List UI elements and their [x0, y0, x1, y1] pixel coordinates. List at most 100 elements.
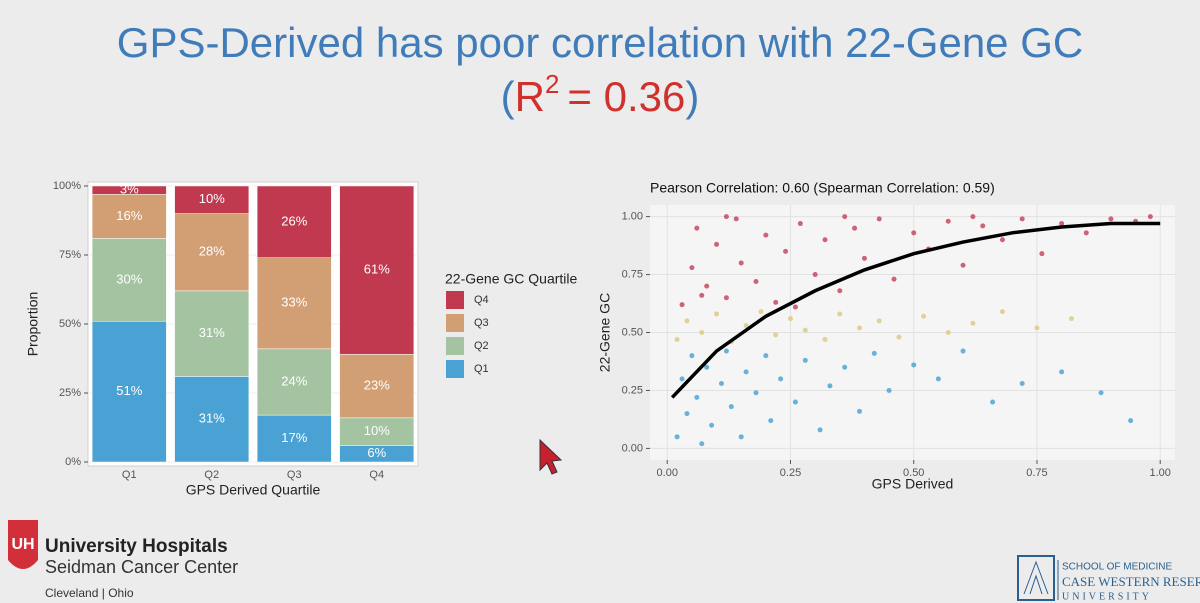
point	[773, 299, 779, 305]
location: Cleveland | Ohio	[45, 586, 134, 600]
point	[704, 364, 710, 370]
point	[861, 255, 867, 261]
x-axis-title: GPS Derived Quartile	[186, 482, 321, 498]
point	[714, 241, 720, 247]
value-label: 28%	[199, 244, 225, 259]
value-label: 23%	[364, 378, 390, 393]
university: UNIVERSITY	[1062, 591, 1152, 602]
r2-value: = 0.36	[567, 73, 685, 120]
x-tick-label: Q1	[122, 469, 137, 481]
point	[857, 325, 863, 331]
point	[896, 334, 902, 340]
point	[886, 387, 892, 393]
hospital-name: University Hospitals	[45, 536, 228, 557]
point	[1147, 214, 1153, 220]
point	[1108, 216, 1114, 222]
uh-badge: UH	[11, 536, 34, 553]
legend-label: Q1	[474, 363, 489, 375]
value-label: 33%	[281, 295, 307, 310]
point	[723, 214, 729, 220]
point	[822, 237, 828, 243]
point	[1068, 316, 1074, 322]
point	[1098, 390, 1104, 396]
point	[728, 404, 734, 410]
point	[694, 394, 700, 400]
chart-title: Pearson Correlation: 0.60 (Spearman Corr…	[650, 180, 995, 196]
bar-segment	[174, 213, 250, 292]
value-label: 10%	[364, 423, 390, 438]
point	[876, 216, 882, 222]
point	[945, 218, 951, 224]
point	[733, 216, 739, 222]
legend-title: 22-Gene GC Quartile	[445, 271, 577, 287]
legend-key	[446, 314, 464, 332]
point	[827, 383, 833, 389]
point	[718, 381, 724, 386]
point	[738, 434, 744, 440]
y-tick-label: 0%	[65, 456, 81, 468]
point	[960, 348, 966, 354]
point	[704, 283, 710, 289]
y-tick-label: 100%	[53, 180, 81, 192]
cwru-emblem	[1017, 555, 1055, 601]
point	[679, 376, 685, 382]
point	[684, 318, 690, 324]
y-tick-label: 0.50	[622, 326, 643, 338]
x-tick-label: 0.00	[657, 467, 678, 479]
point	[1019, 216, 1025, 222]
point	[679, 302, 685, 308]
value-label: 6%	[367, 445, 386, 460]
paren: (	[501, 73, 515, 120]
point	[802, 327, 808, 333]
point	[857, 408, 863, 414]
bar-segment	[91, 238, 167, 322]
point	[842, 364, 848, 370]
legend-label: Q2	[474, 340, 489, 352]
paren: )	[685, 73, 699, 120]
bar-segment	[256, 414, 332, 463]
legend-key	[446, 337, 464, 355]
point	[980, 223, 986, 229]
point	[674, 336, 680, 342]
y-axis-title: 22-Gene GC	[597, 293, 613, 372]
bar-segment	[91, 185, 167, 195]
point	[763, 232, 769, 238]
bar-segment	[339, 354, 415, 419]
point	[753, 390, 759, 396]
y-tick-label: 0.25	[622, 384, 643, 396]
point	[911, 230, 917, 236]
point	[1034, 325, 1040, 331]
point	[684, 411, 690, 417]
bar-segment	[174, 376, 250, 463]
point	[768, 418, 774, 424]
point	[842, 214, 848, 220]
point	[837, 311, 843, 317]
value-label: 31%	[199, 325, 225, 340]
point	[797, 221, 803, 227]
value-label: 51%	[116, 383, 142, 398]
point	[763, 353, 769, 359]
legend-label: Q3	[474, 317, 489, 329]
point	[802, 357, 808, 363]
x-tick-label: 0.75	[1026, 467, 1047, 479]
point	[689, 353, 695, 359]
point	[792, 304, 798, 310]
x-tick-label: 0.25	[780, 467, 801, 479]
x-tick-label: Q3	[287, 469, 302, 481]
separator: |	[102, 586, 105, 600]
slide-title: GPS-Derived has poor correlation with 22…	[117, 19, 1083, 66]
point	[783, 248, 789, 254]
value-label: 24%	[281, 373, 307, 388]
point	[723, 295, 729, 301]
fit-line	[670, 221, 1161, 399]
point	[689, 265, 695, 271]
uh-shield	[8, 520, 38, 569]
point	[911, 362, 917, 368]
point	[773, 332, 779, 338]
value-label: 30%	[116, 271, 142, 286]
value-label: 3%	[120, 182, 139, 197]
point	[1019, 381, 1025, 386]
point	[778, 376, 784, 382]
point	[753, 279, 759, 284]
bar-segment	[339, 185, 415, 355]
